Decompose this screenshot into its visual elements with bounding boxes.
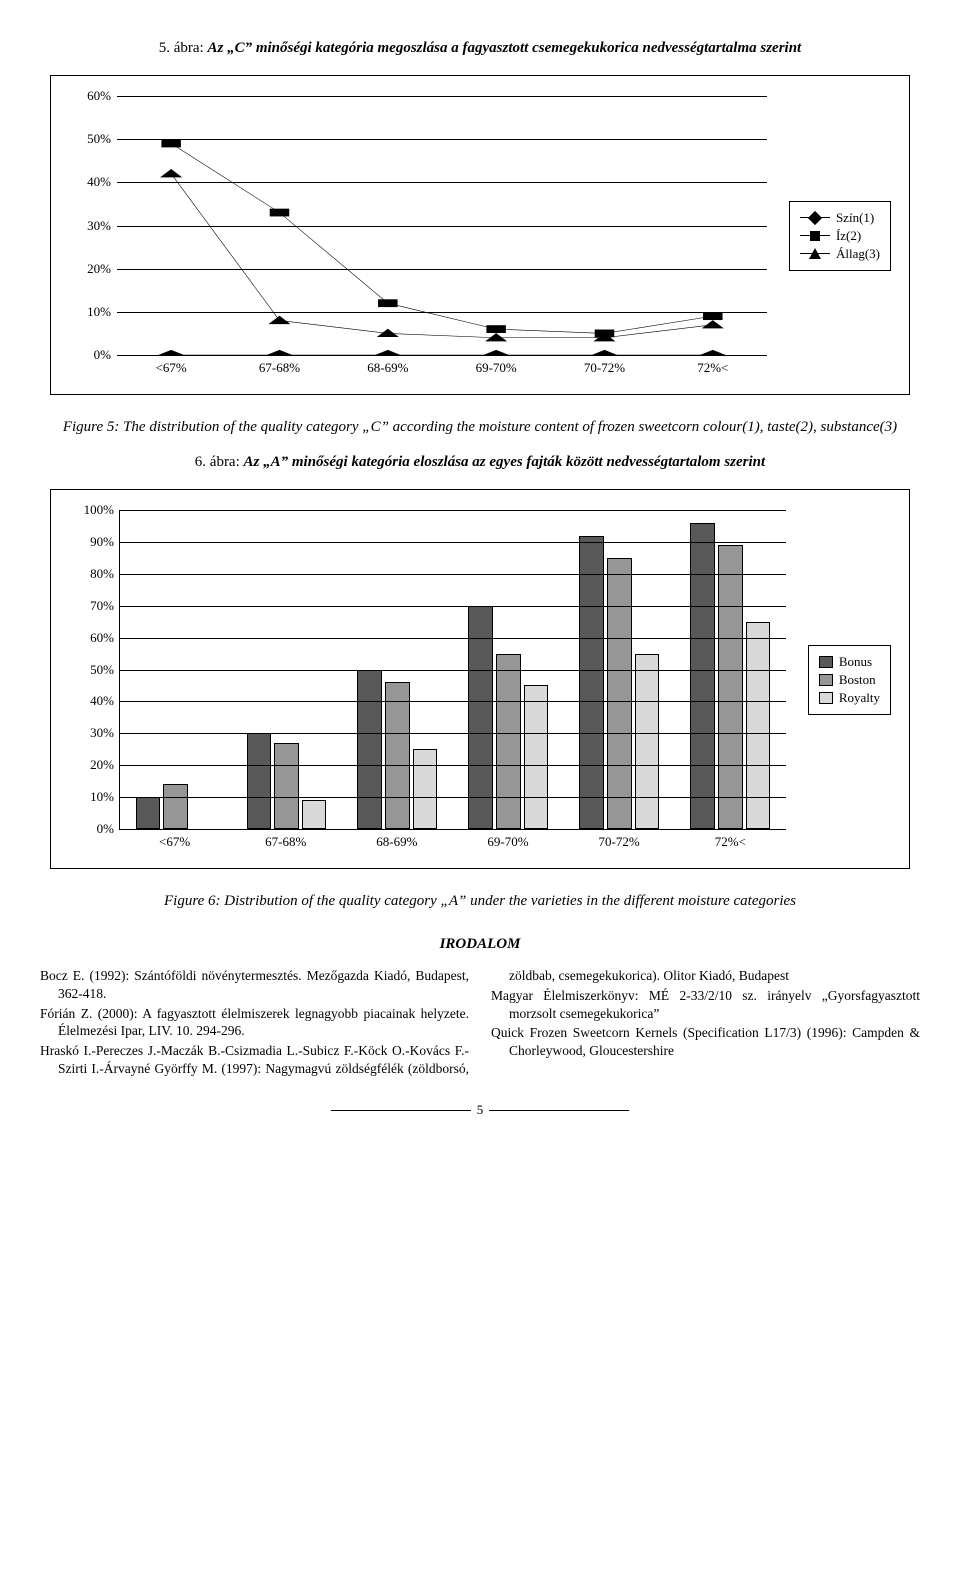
fig6-ytick: 40%	[74, 693, 114, 709]
fig5-xtick: 68-69%	[334, 356, 442, 376]
fig6-ytick: 60%	[74, 630, 114, 646]
fig6-caption: 6. ábra: Az „A” minőségi kategória elosz…	[40, 454, 920, 471]
fig6-xtick: 67-68%	[230, 830, 341, 850]
fig6-bar	[385, 682, 409, 829]
fig6-chart: 0%10%20%30%40%50%60%70%80%90%100% <67%67…	[50, 489, 910, 869]
fig5-xtick: 69-70%	[442, 356, 550, 376]
ref-4: Magyar Élelmiszerkönyv: MÉ 2-33/2/10 sz.…	[491, 987, 920, 1023]
fig5-legend-item: Szín(1)	[800, 210, 880, 226]
fig5-ytick: 60%	[73, 88, 111, 104]
fig6-legend-item: Boston	[819, 672, 880, 688]
fig5-caption: 5. ábra: Az „C” minőségi kategória megos…	[40, 40, 920, 57]
fig6-ytick: 30%	[74, 725, 114, 741]
fig5-legend-item: Íz(2)	[800, 228, 880, 244]
fig5-ytick: 20%	[73, 261, 111, 277]
fig5-ytick: 40%	[73, 174, 111, 190]
fig6-bar	[136, 797, 160, 829]
fig6-bar	[718, 545, 742, 829]
fig5-xtick: 72%<	[659, 356, 767, 376]
fig6-bar	[690, 523, 714, 829]
fig6-bar	[607, 558, 631, 829]
ref-5: Quick Frozen Sweetcorn Kernels (Specific…	[491, 1024, 920, 1060]
fig6-legend: Bonus Boston Royalty	[808, 645, 891, 715]
fig5-xtick: 67-68%	[225, 356, 333, 376]
fig6-bar	[413, 749, 437, 829]
fig6-bar	[635, 654, 659, 829]
fig6-ytick: 80%	[74, 566, 114, 582]
fig6-ytick: 90%	[74, 534, 114, 550]
fig6-ytick: 10%	[74, 789, 114, 805]
fig6-bar	[579, 536, 603, 829]
fig5-chart: 0%10%20%30%40%50%60% <67%67-68%68-69%69-…	[50, 75, 910, 395]
ref-2: Fórián Z. (2000): A fagyasztott élelmisz…	[40, 1005, 469, 1041]
fig6-ytick: 100%	[74, 502, 114, 518]
fig6-xtick: <67%	[119, 830, 230, 850]
fig5-ytick: 0%	[73, 347, 111, 363]
fig5-legend-item: Állag(3)	[800, 246, 880, 262]
fig5-xtick: <67%	[117, 356, 225, 376]
fig6-legend-item: Royalty	[819, 690, 880, 706]
fig6-bar	[274, 743, 298, 829]
fig6-ytick: 0%	[74, 821, 114, 837]
fig6-bar	[357, 670, 381, 830]
fig6-x-axis: <67%67-68%68-69%69-70%70-72%72%<	[119, 830, 786, 850]
fig6-xtick: 72%<	[675, 830, 786, 850]
fig6-bar	[524, 685, 548, 829]
fig6-sub-caption: Figure 6: Distribution of the quality ca…	[40, 893, 920, 910]
fig6-ytick: 50%	[74, 662, 114, 678]
ref-1: Bocz E. (1992): Szántóföldi növénytermes…	[40, 967, 469, 1003]
fig5-caption-text: Az „C” minőségi kategória megoszlása a f…	[207, 40, 801, 56]
fig5-ytick: 30%	[73, 218, 111, 234]
fig6-plot-area: 0%10%20%30%40%50%60%70%80%90%100%	[119, 510, 786, 830]
fig6-bar	[496, 654, 520, 829]
fig6-xtick: 69-70%	[452, 830, 563, 850]
fig6-bar	[302, 800, 326, 829]
fig5-xtick: 70-72%	[550, 356, 658, 376]
references-block: Bocz E. (1992): Szántóföldi növénytermes…	[40, 967, 920, 1078]
fig6-bar	[163, 784, 187, 829]
page-number: 5	[40, 1102, 920, 1118]
fig6-xtick: 70-72%	[564, 830, 675, 850]
fig5-ytick: 10%	[73, 304, 111, 320]
fig5-ytick: 50%	[73, 131, 111, 147]
fig5-plot-area: 0%10%20%30%40%50%60%	[117, 96, 767, 356]
fig6-caption-text: Az „A” minőségi kategória eloszlása az e…	[244, 454, 766, 470]
fig5-sub-caption: Figure 5: The distribution of the qualit…	[40, 419, 920, 436]
fig5-legend: Szín(1) Íz(2) Állag(3)	[789, 201, 891, 271]
fig6-bar	[247, 733, 271, 829]
references-heading: IRODALOM	[40, 936, 920, 953]
fig5-x-axis: <67%67-68%68-69%69-70%70-72%72%<	[117, 356, 767, 376]
fig6-ytick: 70%	[74, 598, 114, 614]
fig6-bar	[468, 606, 492, 829]
fig6-xtick: 68-69%	[341, 830, 452, 850]
fig6-ytick: 20%	[74, 757, 114, 773]
fig6-legend-item: Bonus	[819, 654, 880, 670]
